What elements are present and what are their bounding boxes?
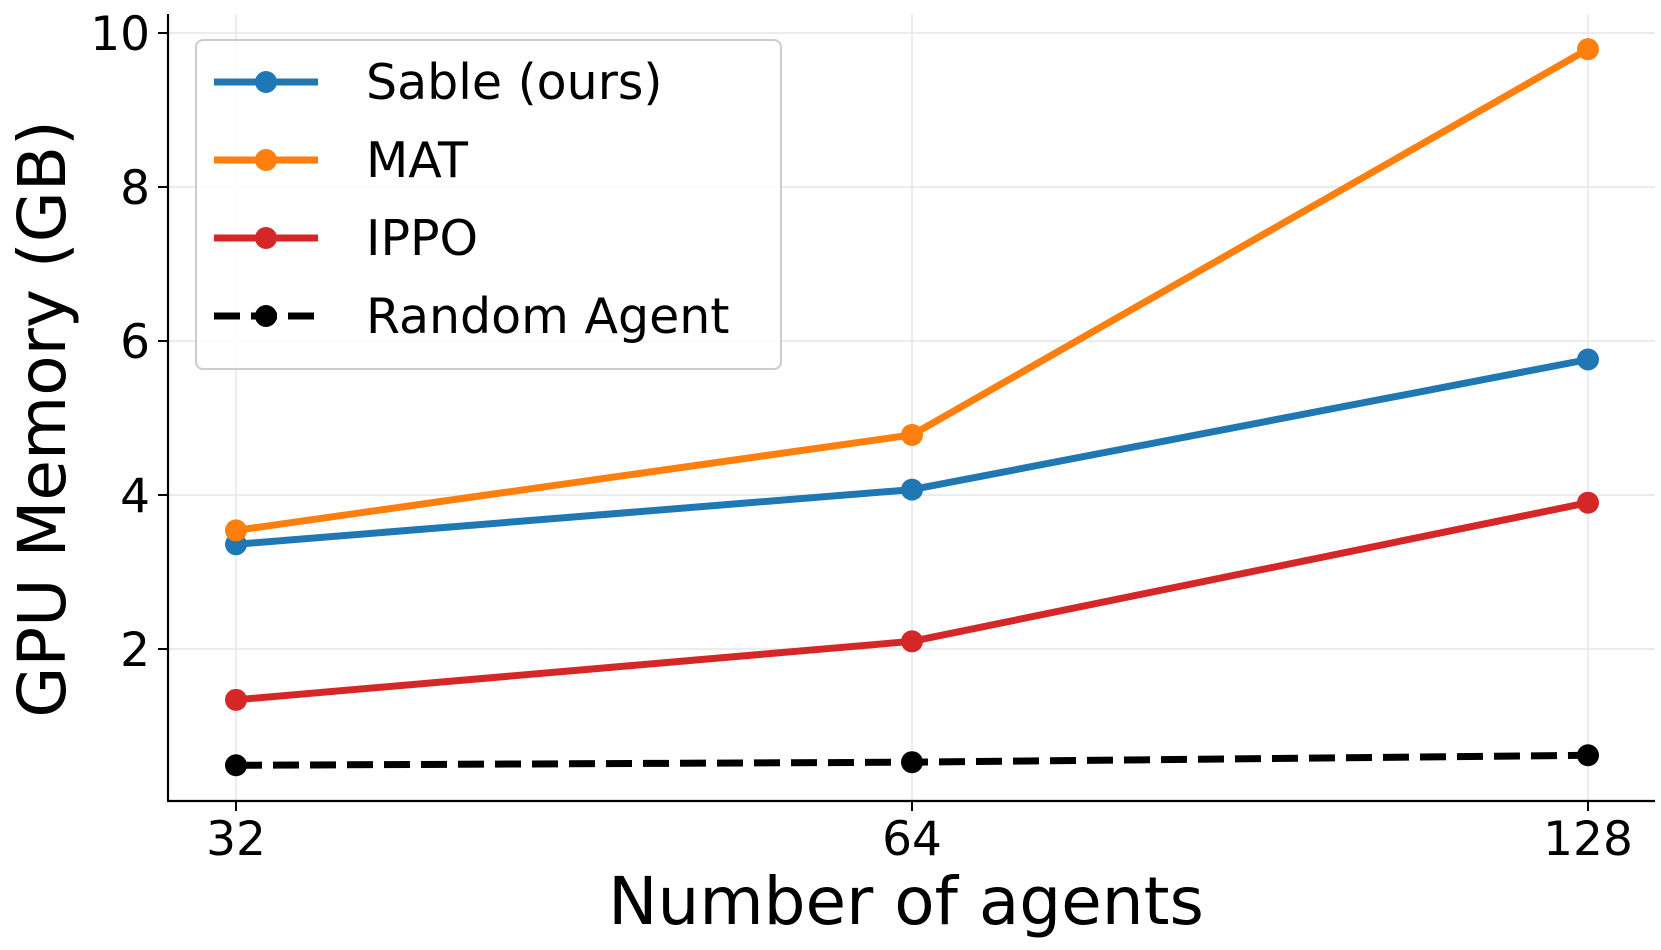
series bbox=[225, 38, 1599, 777]
y-tick-label: 6 bbox=[120, 315, 150, 370]
series-mat bbox=[225, 38, 1599, 542]
legend-marker-ippo bbox=[255, 227, 277, 249]
y-tick-label: 8 bbox=[120, 161, 150, 216]
series-ippo bbox=[225, 491, 1599, 711]
y-tick-label: 2 bbox=[120, 623, 150, 678]
y-tick-label: 4 bbox=[120, 469, 150, 524]
legend-label-ippo: IPPO bbox=[366, 210, 478, 267]
legend-marker-mat bbox=[255, 149, 277, 171]
series-sable-ours bbox=[225, 348, 1599, 556]
legend-entry-mat: MAT bbox=[214, 132, 469, 189]
data-point-random-agent bbox=[225, 754, 247, 777]
legend-entry-sable-ours: Sable (ours) bbox=[214, 54, 663, 111]
legend-entry-random-agent: Random Agent bbox=[214, 288, 729, 345]
x-tick-label: 128 bbox=[1543, 812, 1633, 867]
x-tick-label: 32 bbox=[206, 812, 266, 867]
data-point-mat bbox=[901, 423, 923, 446]
ticks: 2 4 6 8 10 32 64 128 bbox=[90, 7, 1633, 867]
data-point-ippo bbox=[901, 630, 923, 653]
data-point-ippo bbox=[225, 688, 247, 711]
legend-marker-sable-ours bbox=[255, 71, 277, 93]
legend-label-sable-ours: Sable (ours) bbox=[366, 54, 663, 111]
legend: Sable (ours) MAT IPPO Random Agent bbox=[195, 39, 782, 370]
data-point-mat bbox=[225, 519, 247, 542]
legend-box bbox=[195, 39, 782, 370]
series-random-agent bbox=[225, 744, 1599, 777]
data-point-ippo bbox=[1577, 491, 1599, 514]
y-axis-label: GPU Memory (GB) bbox=[4, 120, 81, 718]
data-point-random-agent bbox=[1577, 744, 1599, 767]
legend-entry-ippo: IPPO bbox=[214, 210, 478, 267]
legend-label-mat: MAT bbox=[366, 132, 469, 189]
data-point-sable-ours bbox=[901, 478, 923, 501]
x-tick-label: 64 bbox=[882, 812, 942, 867]
y-tick-label: 10 bbox=[90, 7, 150, 62]
data-point-mat bbox=[1577, 38, 1599, 61]
legend-label-random-agent: Random Agent bbox=[366, 288, 729, 345]
data-point-sable-ours bbox=[1577, 348, 1599, 371]
legend-marker-random-agent bbox=[255, 305, 277, 327]
data-point-random-agent bbox=[901, 751, 923, 774]
x-axis-label: Number of agents bbox=[608, 863, 1204, 940]
